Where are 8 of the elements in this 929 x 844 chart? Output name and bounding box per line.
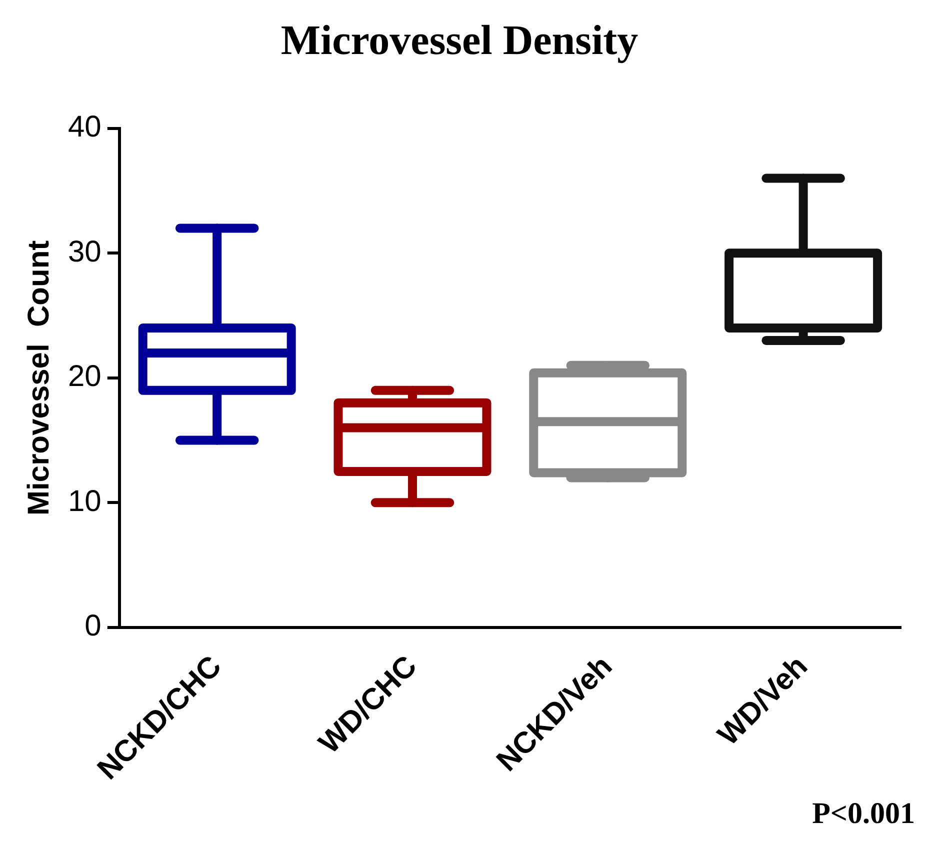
y-tick-label: 20 bbox=[68, 360, 102, 394]
y-axis-title: Microvessel Count bbox=[22, 240, 56, 516]
y-tick-label: 10 bbox=[68, 484, 102, 518]
y-tick-label: 40 bbox=[68, 110, 102, 144]
chart-title: Microvessel Density bbox=[280, 18, 638, 64]
y-tick-label: 0 bbox=[84, 610, 102, 643]
text: P<0.001 bbox=[812, 796, 915, 830]
y-tick-label: 30 bbox=[68, 235, 102, 268]
